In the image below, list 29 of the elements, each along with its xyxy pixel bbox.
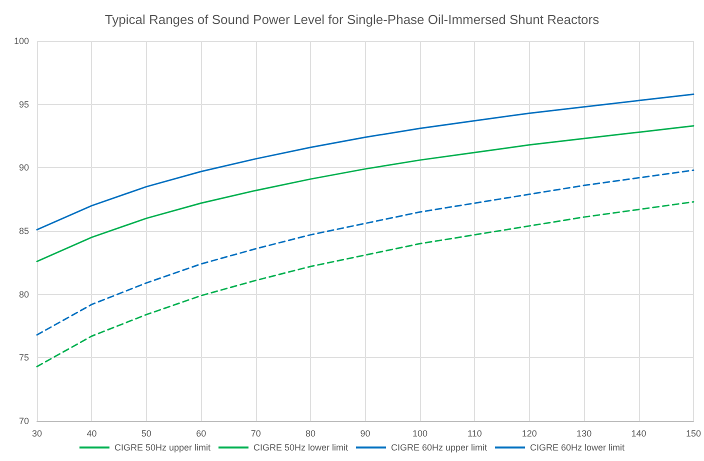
legend-label: CIGRE 50Hz upper limit xyxy=(114,442,211,452)
x-tick-label: 120 xyxy=(522,428,537,438)
line-series xyxy=(36,125,694,262)
chart-title: Typical Ranges of Sound Power Level for Single-Phase Oil-Immersed Shunt Reactors xyxy=(104,12,600,27)
x-tick-label: 40 xyxy=(86,428,97,438)
x-tick-label: 50 xyxy=(141,428,152,438)
x-tick-label: 130 xyxy=(576,428,592,438)
x-tick-label: 100 xyxy=(412,428,428,438)
line-series xyxy=(36,93,694,230)
y-tick-label: 80 xyxy=(18,289,29,300)
y-tick-label: 95 xyxy=(18,99,29,110)
y-tick-label: 70 xyxy=(18,416,29,426)
y-tick-label: 90 xyxy=(18,162,29,173)
line-series xyxy=(36,169,694,336)
x-tick-label: 150 xyxy=(686,428,702,438)
x-tick-label: 30 xyxy=(32,428,42,438)
x-tick-label: 80 xyxy=(306,428,316,438)
y-tick-label: 100 xyxy=(14,36,29,46)
legend-label: CIGRE 50Hz lower limit xyxy=(253,442,348,452)
x-tick-label: 90 xyxy=(360,428,370,438)
x-tick-label: 60 xyxy=(196,428,206,438)
x-tick-label: 70 xyxy=(250,428,261,438)
legend-label: CIGRE 60Hz upper limit xyxy=(391,442,488,452)
line-series xyxy=(36,201,694,368)
legend-label: CIGRE 60Hz lower limit xyxy=(530,442,626,452)
x-tick-label: 110 xyxy=(467,428,482,438)
y-tick-label: 75 xyxy=(18,352,29,363)
x-tick-label: 140 xyxy=(631,428,646,438)
y-tick-label: 85 xyxy=(18,226,29,236)
